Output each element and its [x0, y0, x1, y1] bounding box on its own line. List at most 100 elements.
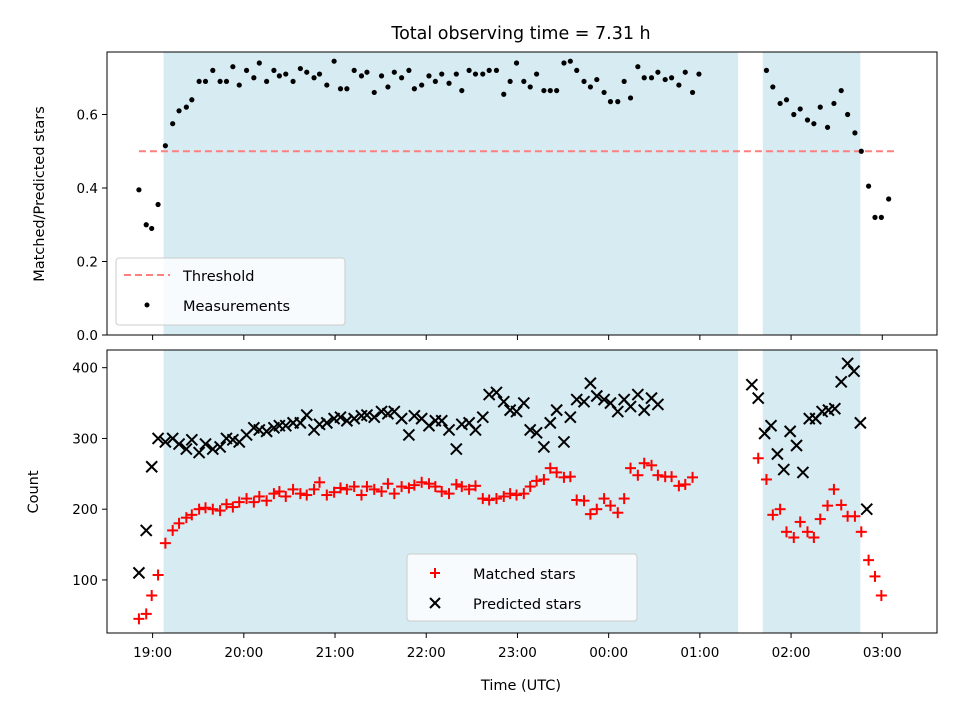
measurement-point — [472, 71, 479, 77]
matched-star-point — [456, 481, 468, 493]
matched-star-point — [146, 590, 158, 602]
predicted-star-point — [279, 419, 292, 432]
measurement-point — [689, 89, 696, 96]
matched-star-point — [477, 493, 489, 505]
measurement-point — [662, 76, 668, 83]
measurement-point — [865, 183, 872, 189]
plot-frame — [106, 51, 938, 336]
predicted-star-point — [835, 375, 848, 389]
matched-star-point — [443, 488, 455, 500]
predicted-star-point — [570, 393, 583, 406]
measurement-point — [554, 87, 560, 94]
y-tick-label: 200 — [72, 502, 98, 518]
matched-star-point — [314, 476, 326, 488]
predicted-star-point — [783, 425, 797, 438]
measurement-point — [811, 121, 817, 127]
measurement-point — [419, 82, 425, 88]
measurement-point — [682, 69, 688, 75]
matched-star-point — [564, 471, 576, 483]
predicted-star-point — [517, 396, 531, 410]
matched-star-point — [524, 481, 536, 493]
matched-star-point — [416, 476, 428, 488]
x-tick-label: 22:00 — [407, 645, 446, 661]
predicted-star-point — [476, 411, 489, 424]
predicted-star-point — [482, 388, 496, 401]
measurement-point — [635, 64, 641, 70]
measurement-point — [162, 143, 168, 149]
measurement-point — [547, 87, 553, 94]
measurements-series — [136, 58, 892, 232]
predicted-star-point — [752, 391, 765, 405]
matched-star-point — [767, 509, 779, 521]
predicted-star-point — [564, 411, 577, 424]
predicted-star-point — [590, 389, 603, 403]
measurement-point — [406, 67, 412, 73]
matched-star-point — [233, 496, 245, 508]
matched-star-point — [382, 478, 394, 490]
predicted-star-point — [347, 412, 361, 425]
matched-star-point — [483, 494, 495, 506]
measurement-point — [533, 71, 540, 77]
measurement-point — [886, 196, 892, 202]
measurement-point — [501, 91, 507, 97]
matched-star-point — [214, 505, 226, 517]
predicted-stars-series — [132, 357, 873, 580]
predicted-star-point — [584, 377, 597, 390]
predicted-star-point — [145, 460, 158, 473]
measurement-point — [858, 148, 864, 154]
legend-frame — [115, 257, 346, 326]
matched-star-point — [638, 457, 650, 469]
matched-star-point — [687, 471, 699, 483]
predicted-star-point — [408, 409, 421, 423]
measurement-point — [170, 121, 176, 127]
measurement-point — [264, 78, 270, 85]
measurement-point — [878, 214, 884, 220]
predicted-star-point — [631, 388, 645, 401]
matched-star-point — [788, 531, 800, 543]
matched-star-point — [423, 478, 435, 490]
measurement-point — [574, 67, 580, 73]
matched-star-point — [625, 462, 637, 474]
measurement-point — [210, 67, 216, 73]
matched-star-point — [875, 590, 887, 602]
predicted-star-point — [340, 414, 354, 427]
measurement-point — [290, 78, 296, 85]
matched-star-point — [200, 502, 212, 514]
matched-star-point — [652, 469, 664, 481]
matched-star-point — [849, 510, 861, 522]
matched-stars-series — [133, 452, 887, 625]
predicted-star-point — [651, 398, 665, 411]
measurement-point — [371, 89, 377, 96]
legend-measurements-swatch — [144, 302, 150, 308]
predicted-star-point — [611, 405, 624, 418]
predicted-star-point — [469, 423, 482, 437]
measurement-point — [817, 104, 823, 110]
predicted-star-point — [597, 393, 611, 406]
matched-star-point — [248, 496, 260, 508]
predicted-star-point — [395, 412, 408, 425]
matched-star-point — [436, 486, 448, 497]
measurement-point — [351, 67, 357, 73]
matched-star-point — [186, 509, 198, 521]
measurement-point — [824, 124, 831, 130]
measurement-point — [344, 86, 350, 92]
matched-star-point — [301, 489, 313, 501]
measurement-point — [777, 100, 783, 107]
measurement-point — [615, 99, 621, 105]
measurement-point — [331, 58, 337, 64]
predicted-star-point — [320, 416, 334, 430]
predicted-star-point — [206, 442, 220, 456]
legend-matched-swatch — [430, 568, 440, 578]
predicted-star-point — [368, 411, 381, 424]
measurement-point — [607, 99, 614, 105]
measurement-point — [439, 71, 445, 77]
measurement-point — [641, 75, 647, 81]
x-axis-label: Time (UTC) — [480, 678, 561, 694]
matched-star-point — [321, 489, 333, 501]
matched-star-point — [646, 459, 658, 471]
matched-star-point — [396, 481, 408, 493]
predicted-star-point — [764, 419, 778, 432]
y-tick-label: 0.6 — [77, 107, 98, 123]
matched-star-point — [531, 475, 543, 487]
y-axis-label: Count — [26, 470, 42, 513]
